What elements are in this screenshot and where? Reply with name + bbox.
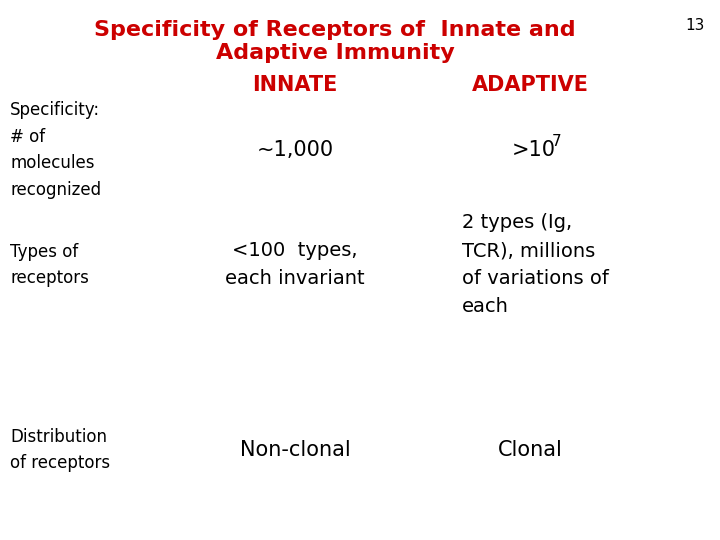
Text: ADAPTIVE: ADAPTIVE <box>472 75 588 95</box>
Text: Non-clonal: Non-clonal <box>240 440 351 460</box>
Text: 7: 7 <box>552 134 562 150</box>
Text: Types of
receptors: Types of receptors <box>10 243 89 287</box>
Text: 2 types (Ig,
TCR), millions
of variations of
each: 2 types (Ig, TCR), millions of variation… <box>462 213 608 316</box>
Text: Adaptive Immunity: Adaptive Immunity <box>215 43 454 63</box>
Text: Distribution
of receptors: Distribution of receptors <box>10 428 110 472</box>
Text: Specificity of Receptors of  Innate and: Specificity of Receptors of Innate and <box>94 20 576 40</box>
Text: >10: >10 <box>512 140 556 160</box>
Text: Specificity:
# of
molecules
recognized: Specificity: # of molecules recognized <box>10 102 101 199</box>
Text: <100  types,
each invariant: <100 types, each invariant <box>225 241 365 288</box>
Text: ~1,000: ~1,000 <box>256 140 333 160</box>
Text: Clonal: Clonal <box>498 440 562 460</box>
Text: INNATE: INNATE <box>252 75 338 95</box>
Text: 13: 13 <box>685 18 705 33</box>
